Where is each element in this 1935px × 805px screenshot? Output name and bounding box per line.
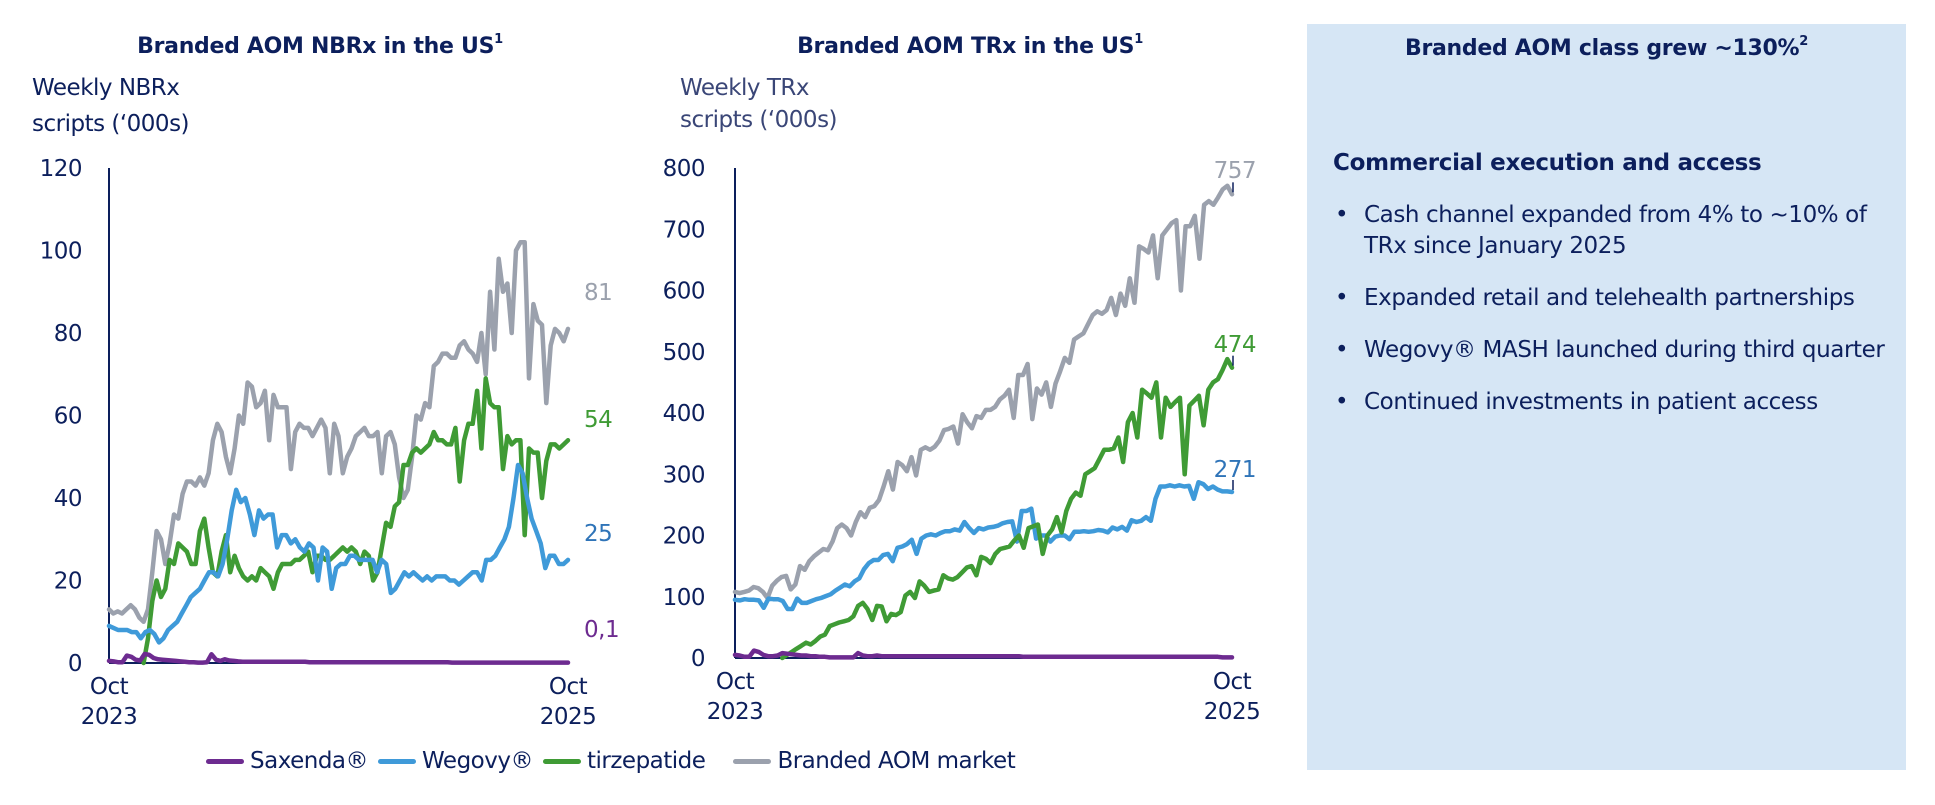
- legend-item-wegovy: Wegovy®: [378, 748, 533, 774]
- legend-item-saxenda: Saxenda®: [206, 748, 369, 774]
- nbrx-series-saxenda: [106, 651, 571, 665]
- trx-title-text: Branded AOM TRx in the US: [797, 34, 1135, 59]
- bullet-item: • Continued investments in patient access: [1333, 387, 1893, 418]
- nbrx-x-tick-label-month: Oct: [549, 674, 588, 700]
- panel-bullet-list: • Cash channel expanded from 4% to ~10% o…: [1333, 200, 1893, 439]
- trx-x-tick-label-year: 2023: [707, 699, 764, 725]
- legend-swatch-wegovy: [378, 758, 417, 764]
- bullet-dot-icon: •: [1335, 285, 1349, 311]
- trx-x-tick-label-year: 2025: [1204, 699, 1261, 725]
- trx-y-axis-label-line2: scripts (‘000s): [680, 107, 838, 133]
- nbrx-line-chart: 0 20 40 60 80 100 120 Oct 2023 Oct 2025 81 54 25 0,1: [40, 156, 620, 730]
- bullet-text: Wegovy® MASH launched during third quart…: [1364, 337, 1885, 363]
- legend-label-wegovy: Wegovy®: [422, 748, 533, 774]
- nbrx-y-tick-label: 120: [40, 156, 82, 182]
- panel-title-text: Branded AOM class grew ~130%: [1404, 36, 1800, 61]
- trx-x-tick-label-month: Oct: [716, 669, 755, 695]
- trx-title-footnote: 1: [1134, 32, 1143, 47]
- trx-series-tirzepatide: [780, 356, 1235, 661]
- legend-item-market: Branded AOM market: [733, 748, 1016, 774]
- nbrx-x-tick-label-year: 2025: [540, 704, 597, 730]
- nbrx-y-tick-label: 60: [54, 404, 82, 430]
- nbrx-x-tick-label-year: 2023: [81, 704, 138, 730]
- chart-legend: Saxenda® Wegovy® tirzepatide Branded AOM…: [206, 748, 1025, 774]
- nbrx-chart-title: Branded AOM NBRx in the US1: [40, 32, 600, 59]
- legend-swatch-tirzepatide: [542, 758, 581, 764]
- trx-series-saxenda: [732, 648, 1235, 660]
- legend-label-market: Branded AOM market: [777, 748, 1016, 774]
- trx-end-label-wegovy: 271: [1214, 457, 1256, 483]
- bullet-item: • Wegovy® MASH launched during third quar…: [1333, 335, 1893, 366]
- trx-y-tick-label: 800: [663, 156, 705, 182]
- trx-line-chart: 0 100 200 300 400 500 600 700 800 Oct 2023 Oct 2025 7…: [663, 156, 1261, 725]
- trx-y-axis-label-line1: Weekly TRx: [680, 75, 809, 101]
- trx-y-tick-label: 700: [663, 217, 705, 243]
- bullet-text: Expanded retail and telehealth partnersh…: [1364, 285, 1855, 311]
- bullet-item: • Cash channel expanded from 4% to ~10% o…: [1333, 200, 1893, 262]
- nbrx-x-tick-label-month: Oct: [90, 674, 129, 700]
- trx-y-tick-label: 300: [663, 462, 705, 488]
- panel-title-footnote: 2: [1799, 34, 1808, 49]
- trx-end-label-market: 757: [1214, 158, 1256, 184]
- legend-label-saxenda: Saxenda®: [250, 748, 369, 774]
- nbrx-y-axis-label-line2: scripts (‘000s): [32, 111, 190, 137]
- bullet-text: Continued investments in patient access: [1364, 389, 1818, 415]
- trx-y-tick-label: 200: [663, 524, 705, 550]
- trx-x-tick-label-month: Oct: [1213, 669, 1252, 695]
- bullet-item: • Expanded retail and telehealth partners…: [1333, 283, 1893, 314]
- summary-panel: Branded AOM class grew ~130%2 Commercial…: [1307, 24, 1906, 770]
- nbrx-series-wegovy: [106, 462, 571, 645]
- trx-y-tick-label: 400: [663, 401, 705, 427]
- trx-y-tick-label: 600: [663, 279, 705, 305]
- nbrx-y-tick-label: 80: [54, 321, 82, 347]
- nbrx-end-label-wegovy: 25: [584, 521, 612, 547]
- bullet-dot-icon: •: [1335, 337, 1349, 363]
- nbrx-y-tick-label: 0: [68, 651, 82, 677]
- nbrx-series-market: [106, 240, 571, 625]
- nbrx-y-axis-label: Weekly NBRx scripts (‘000s): [32, 70, 190, 142]
- nbrx-y-axis-label-line1: Weekly NBRx: [32, 75, 180, 101]
- panel-heading: Commercial execution and access: [1333, 150, 1762, 176]
- legend-label-tirzepatide: tirzepatide: [586, 748, 706, 774]
- legend-item-tirzepatide: tirzepatide: [542, 748, 706, 774]
- nbrx-title-footnote: 1: [494, 32, 503, 47]
- bullet-dot-icon: •: [1335, 389, 1349, 415]
- legend-swatch-saxenda: [206, 758, 244, 764]
- panel-title: Branded AOM class grew ~130%2: [1307, 34, 1906, 61]
- trx-end-label-tirzepatide: 474: [1214, 332, 1256, 358]
- trx-y-tick-label: 0: [691, 646, 705, 672]
- trx-series-market: [732, 183, 1235, 601]
- nbrx-end-label-saxenda: 0,1: [584, 617, 619, 643]
- trx-y-tick-label: 500: [663, 340, 705, 366]
- trx-series-wegovy: [732, 479, 1235, 612]
- bullet-text: Cash channel expanded from 4% to ~10% of…: [1364, 202, 1867, 259]
- nbrx-y-tick-label: 20: [54, 569, 82, 595]
- nbrx-end-label-market: 81: [584, 280, 612, 306]
- nbrx-title-text: Branded AOM NBRx in the US: [137, 34, 495, 59]
- trx-y-tick-label: 100: [663, 585, 705, 611]
- nbrx-y-tick-label: 100: [40, 239, 82, 265]
- legend-swatch-market: [733, 758, 772, 764]
- bullet-dot-icon: •: [1335, 202, 1349, 228]
- nbrx-end-label-tirzepatide: 54: [584, 407, 612, 433]
- trx-chart-title: Branded AOM TRx in the US1: [690, 32, 1250, 59]
- nbrx-y-tick-label: 40: [54, 486, 82, 512]
- trx-y-axis-label: Weekly TRx scripts (‘000s): [680, 72, 838, 136]
